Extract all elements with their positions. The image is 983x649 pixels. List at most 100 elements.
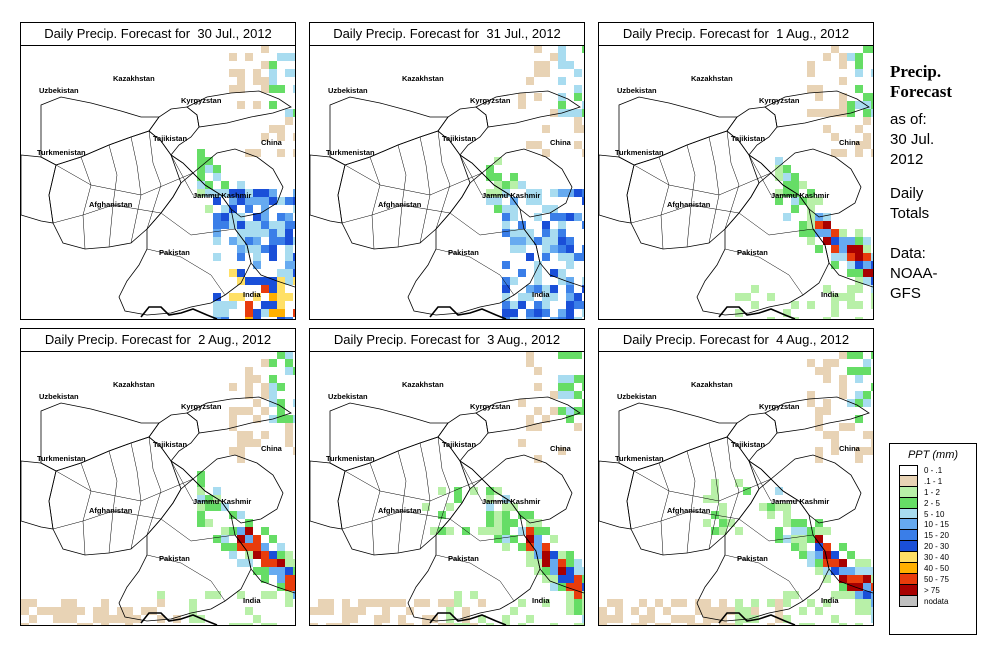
precip-cell bbox=[815, 447, 823, 455]
map-label-india: India bbox=[532, 290, 550, 299]
precip-cell bbox=[871, 439, 873, 447]
precip-cell bbox=[277, 567, 285, 575]
precip-cell bbox=[607, 615, 615, 623]
precip-cell bbox=[526, 285, 534, 293]
legend-swatch bbox=[899, 530, 918, 542]
province-border bbox=[724, 130, 740, 230]
precip-cell bbox=[815, 229, 823, 237]
precip-cell bbox=[839, 237, 847, 245]
forecast-panel-5: Daily Precip. Forecast for 3 Aug., 2012 … bbox=[309, 328, 585, 626]
precip-cell bbox=[823, 575, 831, 583]
province-border bbox=[738, 518, 814, 542]
border bbox=[437, 412, 489, 462]
precip-cells bbox=[21, 351, 295, 625]
precip-cell bbox=[566, 301, 574, 309]
precip-cell bbox=[213, 221, 221, 229]
precip-cell bbox=[558, 189, 566, 197]
as-of-date: 30 Jul. bbox=[890, 131, 935, 148]
legend-swatch bbox=[899, 573, 918, 585]
precip-cell bbox=[839, 61, 847, 69]
map-label-uzbekistan: Uzbekistan bbox=[617, 86, 657, 95]
precip-cell bbox=[534, 197, 542, 205]
precip-cell bbox=[518, 221, 526, 229]
precip-cell bbox=[422, 599, 430, 607]
precip-cell bbox=[791, 543, 799, 551]
precip-cell bbox=[277, 237, 285, 245]
precip-cell bbox=[751, 599, 759, 607]
map-svg: Uzbekistan Kazakhstan Kyrgyzstan Tajikistan… bbox=[310, 351, 584, 625]
precip-cell bbox=[245, 407, 253, 415]
precip-cell bbox=[406, 607, 414, 615]
map-label-kazakhstan: Kazakhstan bbox=[113, 74, 155, 83]
precip-cell bbox=[815, 527, 823, 535]
precip-cell bbox=[221, 535, 229, 543]
map-label-kazakhstan: Kazakhstan bbox=[113, 380, 155, 389]
precip-cell bbox=[871, 253, 873, 261]
precip-cell bbox=[197, 181, 205, 189]
precip-cell bbox=[534, 567, 542, 575]
precip-cell bbox=[197, 503, 205, 511]
precip-cell bbox=[494, 197, 502, 205]
precip-cell bbox=[839, 623, 847, 625]
precip-cell bbox=[831, 109, 839, 117]
legend-item: 10 - 15 bbox=[899, 519, 976, 531]
sidebar-heading: Precip. Forecast bbox=[890, 62, 952, 102]
precip-cell bbox=[510, 213, 518, 221]
province-border bbox=[630, 510, 740, 530]
precip-cell bbox=[807, 559, 815, 567]
precip-cell bbox=[189, 599, 197, 607]
precip-cell bbox=[839, 253, 847, 261]
totals-line-1: Daily bbox=[890, 185, 924, 202]
precip-cell bbox=[566, 559, 574, 567]
precip-cell bbox=[839, 543, 847, 551]
precip-cell bbox=[245, 623, 253, 625]
precip-cell bbox=[871, 583, 873, 591]
precip-cell bbox=[855, 229, 863, 237]
precip-cell bbox=[815, 407, 823, 415]
precip-cell bbox=[831, 133, 839, 141]
precip-cell bbox=[566, 253, 574, 261]
precip-cell bbox=[269, 69, 277, 77]
precip-cell bbox=[237, 535, 245, 543]
legend-item: nodata bbox=[899, 595, 976, 607]
precip-cell bbox=[285, 213, 293, 221]
border bbox=[192, 148, 284, 218]
province-border bbox=[130, 136, 142, 244]
precip-cell bbox=[526, 293, 534, 301]
precip-map: Uzbekistan Kazakhstan Kyrgyzstan Tajikistan… bbox=[310, 45, 584, 319]
precip-cell bbox=[847, 101, 855, 109]
border bbox=[523, 534, 584, 594]
precip-cell bbox=[526, 317, 534, 319]
precip-cell bbox=[574, 293, 582, 301]
precip-cell bbox=[823, 53, 831, 61]
precip-cell bbox=[574, 125, 582, 133]
precip-cell bbox=[775, 165, 783, 173]
precip-cell bbox=[526, 197, 534, 205]
precip-cell bbox=[558, 575, 566, 583]
precip-cell bbox=[213, 535, 221, 543]
precip-cell bbox=[534, 383, 542, 391]
precip-cell bbox=[526, 189, 534, 197]
data-source-2: GFS bbox=[890, 285, 921, 302]
precip-cell bbox=[574, 559, 582, 567]
precip-cell bbox=[237, 447, 245, 455]
precip-cell bbox=[462, 607, 470, 615]
precip-cell bbox=[823, 367, 831, 375]
precip-cells bbox=[310, 351, 584, 625]
map-label-turkmenistan: Turkmenistan bbox=[37, 454, 86, 463]
province-border bbox=[686, 144, 696, 248]
precip-cell bbox=[526, 535, 534, 543]
precip-cell bbox=[655, 623, 663, 625]
precip-cell bbox=[566, 407, 574, 415]
province-border bbox=[146, 248, 226, 296]
precip-cell bbox=[277, 125, 285, 133]
precip-cell bbox=[582, 591, 584, 599]
precip-cell bbox=[855, 301, 863, 309]
precip-cell bbox=[855, 149, 863, 157]
precip-cell bbox=[205, 495, 213, 503]
precip-cell bbox=[534, 261, 542, 269]
precip-cell bbox=[213, 317, 221, 319]
precip-cell bbox=[839, 53, 847, 61]
precip-cell bbox=[839, 77, 847, 85]
precip-cell bbox=[799, 607, 807, 615]
